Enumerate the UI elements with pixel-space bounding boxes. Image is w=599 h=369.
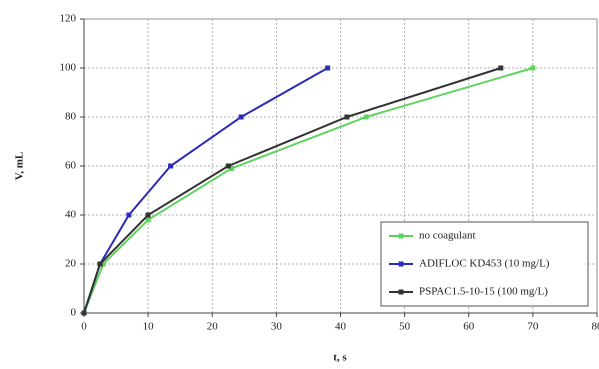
data-point (145, 217, 151, 223)
data-point (126, 212, 132, 218)
y-tick-label: 120 (60, 13, 77, 25)
data-point (344, 114, 350, 120)
series-line (83, 67, 502, 314)
y-axis-label: V, mL (14, 152, 26, 181)
data-point (325, 65, 331, 71)
x-tick-label: 0 (81, 321, 87, 333)
x-axis-label: t, s (333, 352, 347, 364)
y-tick-label: 20 (65, 258, 77, 270)
series-line (83, 67, 534, 314)
y-tick-label: 100 (60, 62, 77, 74)
x-tick-label: 10 (143, 321, 155, 333)
data-point (145, 212, 151, 218)
y-tick-label: 40 (65, 209, 77, 221)
data-point (81, 310, 87, 316)
data-point (97, 261, 103, 267)
legend-marker (398, 233, 404, 239)
x-tick-label: 80 (592, 321, 599, 333)
x-tick-label: 20 (207, 321, 219, 333)
data-point (363, 114, 369, 120)
y-tick-label: 60 (65, 160, 77, 172)
legend-label: no coagulant (419, 230, 476, 242)
x-tick-label: 60 (463, 321, 475, 333)
legend-label: ADIFLOC KD453 (10 mg/L) (419, 258, 550, 270)
y-tick-label: 80 (65, 111, 77, 123)
data-point (498, 65, 504, 71)
x-tick-label: 50 (399, 321, 411, 333)
y-tick-label: 0 (71, 307, 77, 319)
legend (380, 221, 589, 307)
x-tick-label: 30 (271, 321, 283, 333)
data-point (530, 65, 536, 71)
legend-marker (398, 261, 404, 267)
data-point (238, 114, 244, 120)
legend-marker (398, 289, 404, 295)
x-tick-label: 70 (527, 321, 539, 333)
data-point (225, 163, 231, 169)
legend-label: PSPAC1.5-10-15 (100 mg/L) (419, 286, 548, 298)
x-tick-label: 40 (335, 321, 347, 333)
data-point (168, 163, 174, 169)
data-point (100, 261, 106, 267)
data-point (228, 165, 234, 171)
